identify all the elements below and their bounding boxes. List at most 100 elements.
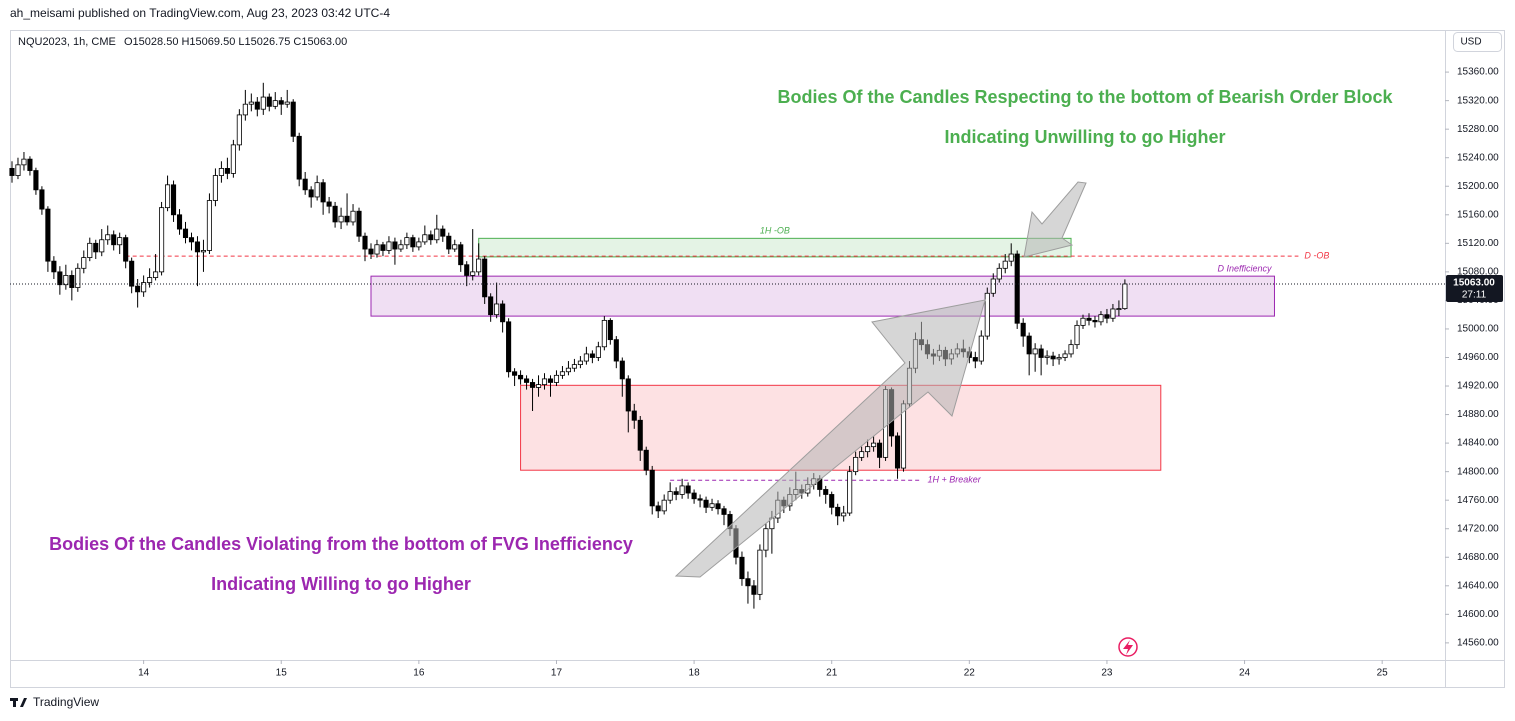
- candle-body: [488, 296, 494, 316]
- candle-body: [470, 271, 476, 276]
- candle-body: [1008, 253, 1014, 262]
- candle-body: [254, 101, 260, 110]
- candle-body: [428, 234, 434, 241]
- candle-body: [715, 503, 721, 510]
- last-price-label: 15063.00: [1453, 278, 1495, 289]
- candle-body: [984, 292, 990, 337]
- candle-body: [625, 378, 631, 412]
- candle-body: [224, 168, 230, 174]
- zone-label: 1H -OB: [760, 226, 790, 236]
- candle-body: [559, 371, 566, 376]
- x-tick-label: 15: [276, 668, 288, 679]
- candle-body: [218, 168, 224, 176]
- candle-body: [637, 419, 643, 451]
- annotation: Indicating Unwilling to go Higher: [945, 127, 1226, 147]
- candle-body: [332, 205, 338, 223]
- candle-body: [194, 241, 201, 253]
- candle-body: [63, 275, 69, 286]
- candle-body: [577, 360, 583, 366]
- x-tick-label: 17: [551, 668, 563, 679]
- candle-body: [595, 346, 601, 358]
- event-icon[interactable]: [1118, 637, 1138, 657]
- y-tick-label: 14680.00: [1457, 552, 1499, 563]
- candle-body: [81, 257, 87, 269]
- x-tick-label: 18: [689, 668, 701, 679]
- candle-body: [188, 237, 195, 243]
- candle-body: [404, 237, 410, 246]
- candle-body: [1080, 317, 1086, 326]
- candle-body: [1062, 353, 1068, 358]
- y-tick-label: 14640.00: [1457, 580, 1499, 591]
- candle-body: [368, 248, 374, 255]
- candle-body: [529, 382, 536, 388]
- candle-body: [990, 278, 996, 294]
- y-tick-label: 14760.00: [1457, 495, 1499, 506]
- candle-body: [57, 271, 63, 286]
- candle-body: [320, 182, 326, 203]
- candle-body: [476, 258, 482, 273]
- candle-body: [446, 235, 452, 250]
- event-bolt[interactable]: [1123, 640, 1133, 655]
- candle-body: [518, 374, 524, 380]
- y-tick-label: 15240.00: [1457, 152, 1499, 163]
- candle-body: [99, 239, 105, 253]
- candle-body: [15, 164, 21, 176]
- candle-body: [1032, 348, 1038, 355]
- candle-body: [1068, 344, 1074, 355]
- candle-body: [182, 228, 189, 239]
- candle-body: [326, 201, 332, 207]
- candle-body: [1050, 355, 1056, 360]
- candle-body: [512, 371, 518, 376]
- annotation: Bodies Of the Candles Violating from the…: [49, 534, 633, 554]
- candle-body: [853, 456, 859, 473]
- currency-button[interactable]: [1453, 32, 1502, 52]
- candle-body: [422, 234, 428, 243]
- arrows: [674, 181, 1087, 578]
- candle-body: [230, 144, 236, 174]
- candle-body: [541, 378, 548, 385]
- candle-body: [284, 101, 290, 105]
- candle-body: [506, 321, 512, 373]
- candle-body: [170, 184, 177, 216]
- candle-body: [440, 228, 446, 237]
- candle-body: [703, 499, 709, 508]
- candle-body: [141, 282, 147, 293]
- y-tick-label: 14960.00: [1457, 352, 1499, 363]
- candle-body: [272, 100, 278, 107]
- candle-body: [350, 210, 356, 223]
- candle-body: [1074, 324, 1080, 346]
- candle-body: [117, 237, 123, 246]
- y-tick-label: 14560.00: [1457, 638, 1499, 649]
- candle-body: [362, 235, 368, 250]
- candle-body: [535, 384, 542, 388]
- y-tick-label: 14920.00: [1457, 381, 1499, 392]
- candle-body: [45, 208, 51, 262]
- candle-body: [1098, 314, 1104, 323]
- candle-body: [894, 435, 901, 469]
- candle-body: [482, 258, 488, 298]
- candle-body: [1086, 317, 1092, 321]
- candle-body: [75, 267, 81, 288]
- candle-body: [829, 494, 835, 508]
- candle-body: [757, 549, 763, 595]
- candle-body: [392, 241, 398, 250]
- candle-body: [248, 101, 254, 105]
- x-tick-label: 16: [413, 668, 425, 679]
- y-tick-label: 14880.00: [1457, 409, 1499, 420]
- candle-body: [290, 101, 296, 137]
- y-tick-label: 15360.00: [1457, 67, 1499, 78]
- candle-body: [9, 168, 15, 176]
- candle-body: [589, 353, 595, 358]
- x-tick-label: 22: [964, 668, 976, 679]
- currency[interactable]: USD: [1460, 37, 1481, 48]
- candle-body: [111, 234, 117, 246]
- candle-body: [39, 189, 45, 210]
- candle-body: [21, 158, 27, 166]
- candle-body: [260, 96, 266, 110]
- frame: [10, 30, 1505, 688]
- candle-body: [685, 485, 691, 494]
- candle-body: [972, 357, 978, 362]
- candle-body: [553, 374, 560, 383]
- x-tick-label: 21: [826, 668, 838, 679]
- ohlc-legend: O15028.50 H15069.50 L15026.75 C15063.00: [124, 36, 347, 48]
